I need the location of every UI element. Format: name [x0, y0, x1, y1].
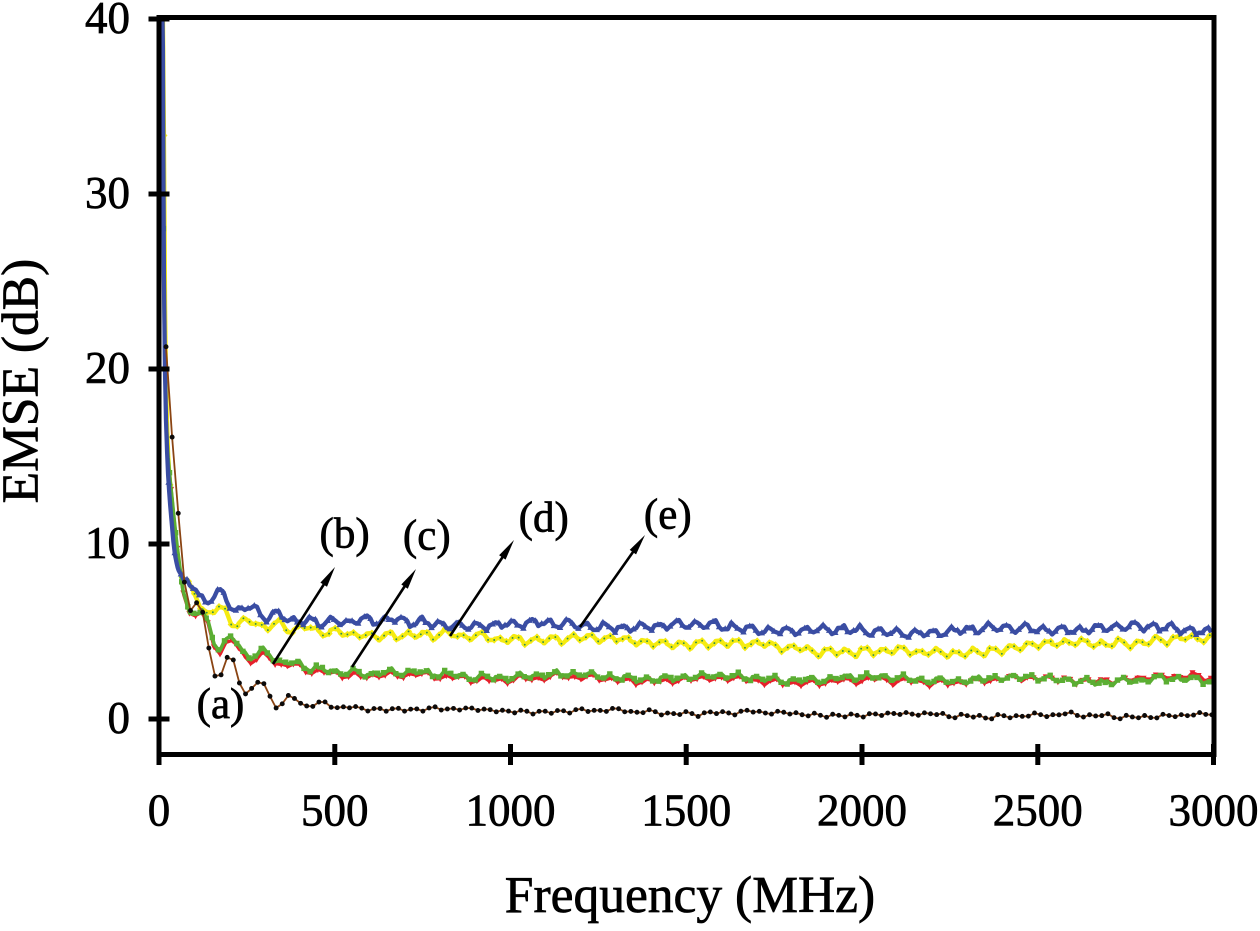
svg-text:(b): (b)	[320, 511, 370, 558]
svg-text:EMSE (dB): EMSE (dB)	[0, 259, 50, 504]
svg-text:1000: 1000	[466, 786, 556, 836]
svg-text:20: 20	[85, 343, 130, 393]
svg-text:30: 30	[85, 168, 130, 218]
svg-text:2500: 2500	[993, 786, 1083, 836]
svg-text:0: 0	[108, 693, 131, 743]
svg-text:40: 40	[85, 0, 130, 43]
svg-text:0: 0	[148, 786, 171, 836]
svg-text:3000: 3000	[1169, 786, 1259, 836]
svg-text:1500: 1500	[641, 786, 731, 836]
svg-text:(c): (c)	[403, 513, 451, 560]
svg-text:Frequency (MHz): Frequency (MHz)	[505, 867, 875, 924]
svg-text:(a): (a)	[197, 681, 245, 728]
svg-text:2000: 2000	[817, 786, 907, 836]
svg-text:(e): (e)	[644, 492, 692, 539]
svg-text:500: 500	[301, 786, 369, 836]
svg-text:10: 10	[85, 518, 130, 568]
svg-text:(d): (d)	[519, 495, 569, 542]
